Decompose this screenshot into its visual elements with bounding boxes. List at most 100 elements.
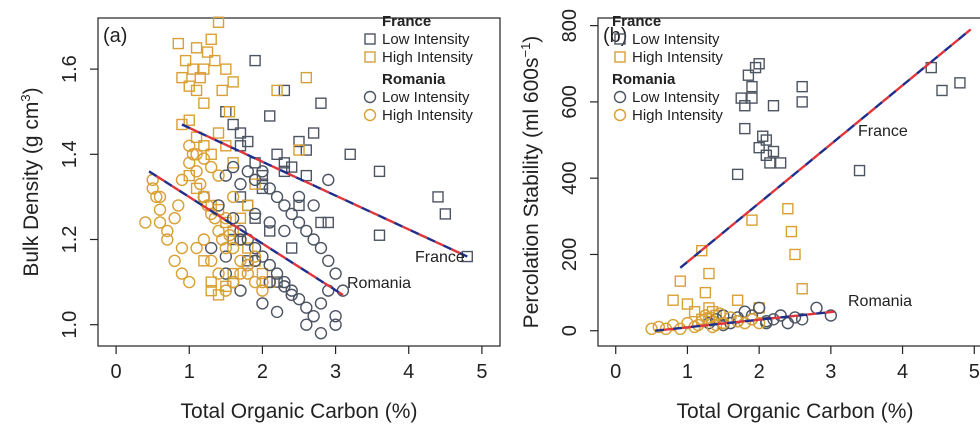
fit-lines-a (148, 123, 468, 296)
point-romania-low-intensity-36 (234, 284, 247, 297)
y-axis-label-main-a: Bulk Density (g cm (20, 102, 43, 277)
point-romania-low-intensity-30 (307, 309, 320, 323)
point-romania-low-intensity-38 (256, 297, 269, 310)
point-france-low-intensity-6 (264, 110, 276, 122)
point-france-low-intensity-1 (739, 100, 751, 112)
point-romania-low-intensity-2 (219, 169, 233, 182)
point-romania-high-intensity-1 (652, 320, 665, 334)
point-france-high-intensity-42 (198, 255, 210, 267)
point-france-low-intensity-6 (757, 130, 769, 142)
fit-line-france-red (181, 123, 468, 258)
point-france-high-intensity-2 (703, 267, 715, 280)
point-romania-low-intensity-49 (322, 173, 335, 187)
point-france-low-intensity-18 (300, 169, 313, 182)
point-france-high-intensity-34 (256, 267, 269, 280)
point-romania-low-intensity-6 (752, 301, 766, 315)
point-france-low-intensity-18 (735, 92, 747, 104)
point-romania-low-intensity-26 (278, 275, 291, 289)
point-romania-low-intensity-51 (219, 250, 233, 263)
point-france-low-intensity-2 (742, 69, 755, 81)
point-romania-low-intensity-27 (285, 284, 298, 297)
point-france-low-intensity-34 (315, 216, 327, 229)
panel-a: 0 1 2 3 4 5 1.0 1.2 1.4 1.6 (a) Total Organic Car… (18, 13, 501, 423)
point-romania-high-intensity-20 (226, 241, 240, 255)
annotation-france-b: France (858, 123, 908, 140)
point-romania-high-intensity-8 (183, 156, 196, 170)
point-france-low-intensity-17 (278, 157, 291, 169)
panel-label-a: (a) (103, 25, 127, 47)
point-france-low-intensity-10 (293, 135, 305, 148)
legend-item-romania-low-intensity: Low Intensity (382, 89, 470, 106)
point-france-low-intensity-27 (322, 216, 334, 229)
point-france-high-intensity-1 (699, 286, 712, 299)
y-axis-label-end-a: ) (20, 87, 43, 94)
legend-item-france-high-intensity: High Intensity (632, 49, 723, 66)
point-france-low-intensity-35 (373, 229, 386, 241)
point-romania-low-intensity-17 (760, 316, 773, 330)
point-france-low-intensity-25 (264, 225, 276, 237)
y-tick-label-1.2: 1.2 (59, 226, 81, 254)
point-france-high-intensity-11 (212, 16, 225, 28)
y-axis-label-sup-b: −1 (518, 43, 533, 58)
point-france-high-intensity-9 (205, 33, 217, 45)
x-tick-label-5: 5 (476, 361, 487, 383)
point-france-high-intensity-38 (205, 276, 217, 288)
point-france-high-intensity-5 (681, 298, 694, 310)
point-romania-low-intensity-19 (795, 313, 809, 326)
point-romania-high-intensity-18 (219, 241, 233, 255)
point-france-low-intensity-26 (293, 199, 305, 212)
point-france-low-intensity-21 (936, 84, 948, 97)
point-romania-high-intensity-41 (190, 148, 203, 161)
point-france-high-intensity-6 (688, 305, 701, 318)
point-romania-high-intensity-42 (197, 152, 211, 165)
point-france-high-intensity-0 (172, 37, 184, 50)
y-axis-label-end-b: ) (520, 36, 543, 43)
point-romania-low-intensity-9 (270, 190, 284, 204)
y-tick-label-1.6: 1.6 (59, 55, 81, 83)
point-romania-low-intensity-12 (824, 309, 838, 322)
x-tick-label-2: 2 (257, 361, 268, 383)
point-romania-low-intensity-7 (256, 165, 269, 178)
point-france-high-intensity-5 (190, 42, 203, 54)
point-france-high-intensity-18 (706, 305, 719, 318)
point-romania-low-intensity-20 (234, 224, 247, 238)
point-france-high-intensity-15 (789, 248, 801, 261)
point-france-high-intensity-2 (179, 54, 192, 67)
points-a (139, 16, 473, 340)
point-france-high-intensity-49 (198, 97, 210, 109)
axis-ticks-b: 0 1 2 3 4 5 0 200 400 600 800 (559, 9, 980, 383)
point-france-low-intensity-19 (853, 164, 866, 177)
point-france-high-intensity-14 (223, 106, 236, 118)
point-france-low-intensity-10 (774, 157, 787, 169)
point-romania-low-intensity-17 (329, 267, 342, 280)
point-france-high-intensity-8 (201, 46, 214, 58)
point-romania-low-intensity-5 (241, 165, 254, 178)
point-france-low-intensity-20 (373, 165, 386, 178)
point-france-low-intensity-19 (344, 148, 356, 161)
point-romania-high-intensity-34 (219, 284, 233, 297)
point-france-high-intensity-15 (227, 76, 239, 88)
point-france-high-intensity-44 (234, 212, 247, 224)
point-romania-high-intensity-29 (183, 275, 196, 289)
y-tick-label-800: 800 (559, 9, 581, 42)
point-france-high-intensity-41 (227, 267, 239, 280)
point-romania-low-intensity-42 (314, 327, 328, 340)
point-romania-high-intensity-16 (706, 320, 719, 334)
point-france-low-intensity-1 (227, 118, 239, 131)
point-france-high-intensity-45 (242, 199, 254, 212)
point-romania-high-intensity-0 (139, 216, 152, 229)
point-france-high-intensity-47 (293, 144, 305, 156)
point-romania-low-intensity-33 (329, 318, 342, 331)
point-romania-high-intensity-49 (175, 241, 189, 255)
legend-marker-romania-low-intensity (363, 90, 377, 104)
point-france-low-intensity-32 (256, 182, 269, 195)
point-romania-high-intensity-40 (183, 139, 196, 152)
point-france-high-intensity-0 (696, 244, 708, 257)
point-france-low-intensity-36 (278, 84, 291, 97)
point-romania-high-intensity-46 (226, 190, 240, 204)
point-france-low-intensity-11 (796, 96, 808, 108)
point-romania-high-intensity-36 (234, 267, 247, 280)
legend-marker-france-high-intensity (364, 51, 376, 63)
